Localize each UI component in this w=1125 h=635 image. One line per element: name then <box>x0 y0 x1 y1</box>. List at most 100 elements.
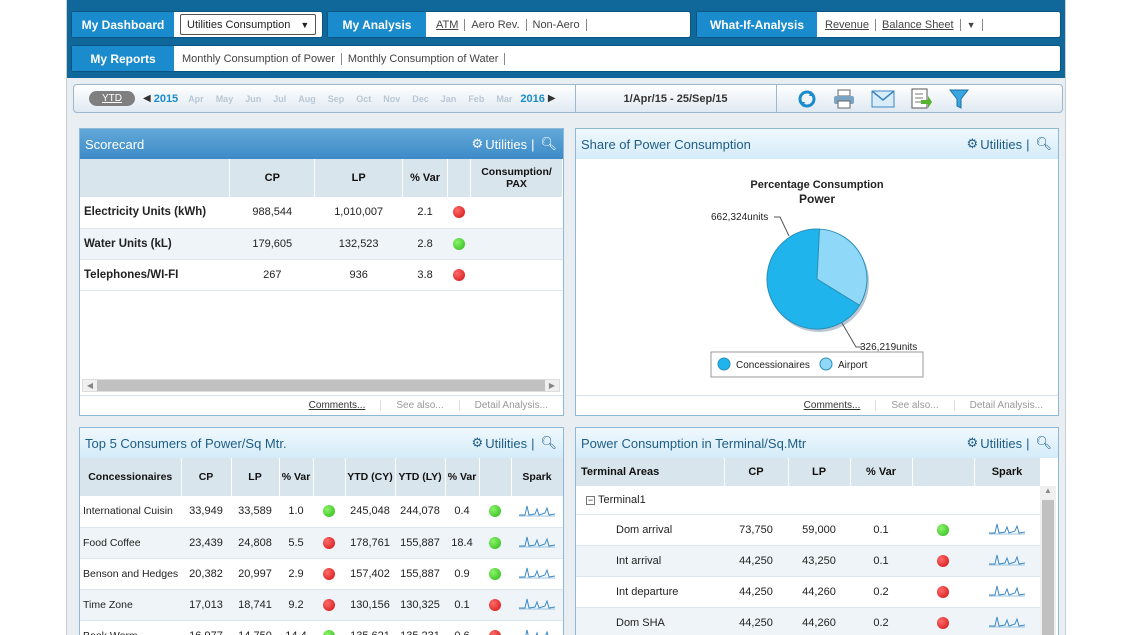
table-row[interactable]: Electricity Units (kWh) 988,544 1,010,007 2… <box>80 197 563 229</box>
collapse-icon[interactable]: − <box>586 494 595 505</box>
terminal-col-3[interactable]: % Var <box>850 458 913 486</box>
sparkline-icon[interactable] <box>989 614 1026 631</box>
month-item[interactable]: May <box>215 93 234 104</box>
my-analysis-button[interactable]: My Analysis <box>328 12 426 37</box>
col-cp[interactable]: CP <box>229 159 316 197</box>
start-year[interactable]: 2015 <box>153 92 179 105</box>
sparkline-icon[interactable] <box>519 627 555 635</box>
scroll-left-icon[interactable]: ◀ <box>86 381 94 390</box>
see-also-link[interactable]: See also... <box>875 400 953 411</box>
scrollbar-thumb[interactable] <box>1042 500 1054 635</box>
email-icon[interactable] <box>871 89 895 108</box>
terminal-col-5[interactable]: Spark <box>974 458 1041 486</box>
table-row[interactable]: International Cuisin 33,949 33,589 1.0 245,0… <box>80 496 563 528</box>
detail-analysis-link[interactable]: Detail Analysis... <box>458 400 563 411</box>
month-item[interactable]: Oct <box>356 93 372 104</box>
top5-col-1[interactable]: CP <box>181 458 232 496</box>
legend-label-concessionaires[interactable]: Concessionaires <box>736 360 810 371</box>
pie-slice-airport[interactable] <box>816 228 868 306</box>
scroll-up-icon[interactable]: ▲ <box>1044 486 1052 495</box>
dashboard-select[interactable]: Utilities Consumption ▼ <box>180 14 317 35</box>
previous-year-arrow-icon[interactable]: ◀ <box>143 93 151 104</box>
zoom-icon[interactable]: 🔍︎ <box>1035 136 1052 151</box>
whatif-link-revenue[interactable]: Revenue <box>819 18 877 31</box>
whatif-link-balance-sheet[interactable]: Balance Sheet <box>876 18 961 31</box>
table-row[interactable]: Book Worm16,97714,75014.4 135,621135,2310… <box>80 620 563 635</box>
utilities-menu[interactable]: ⚙ Utilities | 🔍︎ <box>471 435 557 451</box>
month-item[interactable]: Jun <box>245 93 262 104</box>
table-row[interactable]: Water Units (kL) 179,605 132,523 2.8 <box>80 228 563 260</box>
export-icon[interactable] <box>911 88 933 110</box>
legend-label-airport[interactable]: Airport <box>838 360 868 371</box>
detail-analysis-link[interactable]: Detail Analysis... <box>953 400 1058 411</box>
analysis-link-aero-rev[interactable]: Aero Rev. <box>465 18 527 31</box>
sparkline-icon[interactable] <box>519 534 556 551</box>
report-link-water[interactable]: Monthly Consumption of Water <box>342 52 506 65</box>
table-row[interactable]: Dom arrival 73,750 59,000 0.1 <box>576 514 1040 546</box>
sparkline-icon[interactable] <box>519 503 556 520</box>
comments-link[interactable]: Comments... <box>803 400 861 411</box>
table-row[interactable]: Benson and Hedges 20,382 20,997 2.9 157,402 1… <box>80 558 563 590</box>
month-item[interactable]: Sep <box>327 93 345 104</box>
top5-col-0[interactable]: Concessionaires <box>80 458 182 496</box>
table-row[interactable]: Dom SHA 44,250 44,260 0.2 <box>576 607 1040 635</box>
sparkline-icon[interactable] <box>519 565 556 582</box>
month-slider[interactable]: Apr May Jun Jul Aug Sep Oct Nov Dec Jan Feb Mar <box>182 94 518 104</box>
utilities-menu[interactable]: ⚙ Utilities | 🔍︎ <box>966 435 1052 451</box>
my-dashboard-button[interactable]: My Dashboard <box>72 12 174 37</box>
table-row[interactable]: Int departure 44,250 44,260 0.2 <box>576 576 1040 608</box>
utilities-menu[interactable]: ⚙ Utilities | 🔍︎ <box>966 136 1052 152</box>
report-link-power[interactable]: Monthly Consumption of Power <box>176 52 342 65</box>
top5-col-5[interactable]: YTD (CY) <box>345 458 396 496</box>
top5-col-3[interactable]: % Var <box>279 458 314 496</box>
group-row[interactable]: − Terminal1 <box>576 486 1040 515</box>
month-item[interactable]: Feb <box>468 93 485 104</box>
table-row[interactable]: Int arrival 44,250 43,250 0.1 <box>576 545 1040 577</box>
ytd-button[interactable]: YTD <box>89 91 135 106</box>
month-item[interactable]: Jan <box>440 93 457 104</box>
sparkline-icon[interactable] <box>989 583 1026 600</box>
comments-link[interactable]: Comments... <box>308 400 366 411</box>
table-row[interactable]: Food Coffee 23,439 24,808 5.5 178,761 155,887… <box>80 527 563 559</box>
filter-icon[interactable] <box>948 88 969 110</box>
col-consumption-pax[interactable]: Consumption/ PAX <box>470 159 563 197</box>
horizontal-scrollbar[interactable]: ◀ ▶ <box>82 379 560 392</box>
pie-slice-concessionaires[interactable] <box>766 228 861 330</box>
analysis-link-atm[interactable]: ATM <box>430 18 466 31</box>
month-item[interactable]: Aug <box>298 93 316 104</box>
terminal-col-1[interactable]: CP <box>724 458 789 486</box>
table-row[interactable]: Time Zone 17,013 18,741 9.2 130,156 130,325 0.… <box>80 589 563 621</box>
see-also-link[interactable]: See also... <box>380 400 458 411</box>
table-row[interactable]: Telephones/WI-FI 267 936 3.8 <box>80 259 563 291</box>
end-year[interactable]: 2016 <box>520 92 545 105</box>
scroll-right-icon[interactable]: ▶ <box>548 381 556 390</box>
more-dropdown-icon[interactable]: ▼ <box>961 18 983 31</box>
print-icon[interactable] <box>833 89 855 109</box>
col-var[interactable]: % Var <box>402 159 449 197</box>
next-year-arrow-icon[interactable]: ▶ <box>547 93 556 104</box>
terminal-col-0[interactable]: Terminal Areas <box>576 458 725 486</box>
top5-col-7[interactable]: % Var <box>445 458 480 496</box>
sparkline-icon[interactable] <box>989 552 1026 569</box>
what-if-analysis-button[interactable]: What-If-Analysis <box>697 12 817 37</box>
sparkline-icon[interactable] <box>519 596 556 613</box>
zoom-icon[interactable]: 🔍︎ <box>540 136 557 151</box>
analysis-link-non-aero[interactable]: Non-Aero <box>527 18 587 31</box>
top5-col-6[interactable]: YTD (LY) <box>395 458 446 496</box>
terminal-col-2[interactable]: LP <box>788 458 851 486</box>
month-item[interactable]: Dec <box>412 93 429 104</box>
month-item[interactable]: Jul <box>273 93 287 104</box>
month-item[interactable]: Nov <box>383 93 401 104</box>
refresh-icon[interactable] <box>797 89 817 109</box>
sparkline-icon[interactable] <box>989 521 1026 538</box>
my-reports-button[interactable]: My Reports <box>72 46 174 71</box>
top5-col-2[interactable]: LP <box>231 458 280 496</box>
scrollbar-thumb[interactable] <box>97 380 545 391</box>
zoom-icon[interactable]: 🔍︎ <box>540 435 557 450</box>
top5-col-9[interactable]: Spark <box>511 458 563 496</box>
zoom-icon[interactable]: 🔍︎ <box>1035 435 1052 450</box>
group-cell[interactable]: − Terminal1 <box>576 486 1040 515</box>
vertical-scrollbar[interactable]: ▲ <box>1040 486 1056 635</box>
month-item[interactable]: Mar <box>496 93 513 104</box>
utilities-menu[interactable]: ⚙ Utilities | 🔍︎ <box>471 136 557 152</box>
